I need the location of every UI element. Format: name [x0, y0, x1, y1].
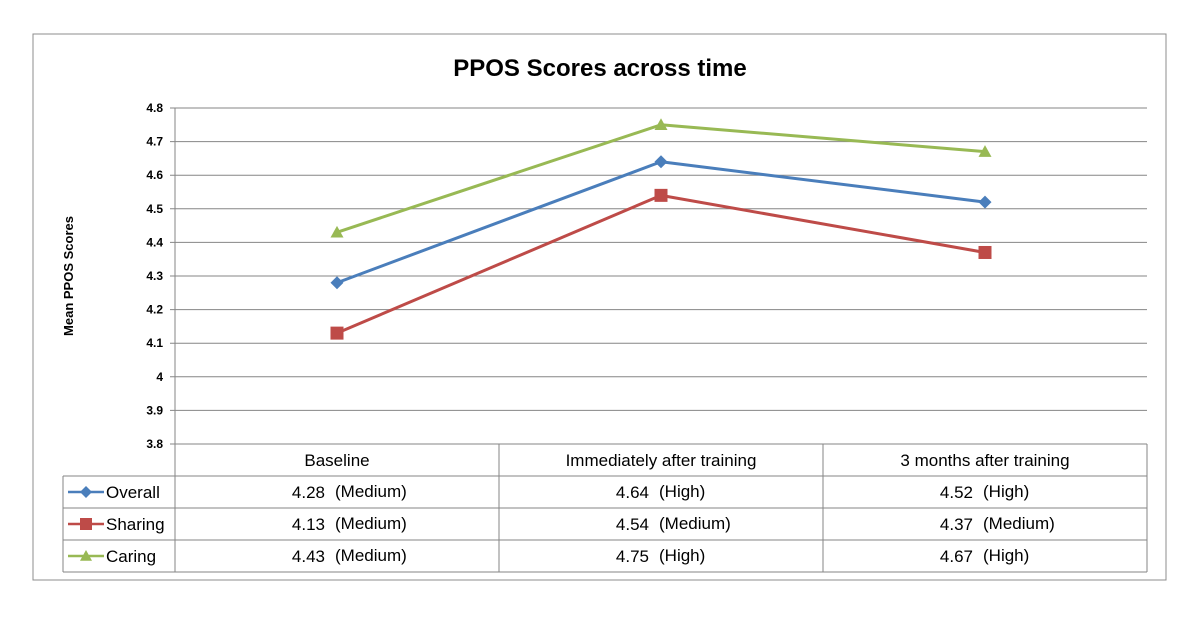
table-value: 4.54 [616, 515, 649, 534]
y-tick-label: 4 [156, 370, 163, 384]
data-point [330, 326, 344, 340]
legend-label: Sharing [106, 515, 165, 534]
table-level: (Medium) [335, 482, 407, 501]
data-table: Baseline Immediately after training 3 mont… [62, 443, 1148, 573]
table-value: 4.13 [292, 515, 325, 534]
data-point [978, 245, 992, 259]
y-tick-label: 4.7 [146, 135, 163, 149]
table-level: (Medium) [335, 546, 407, 565]
table-value: 4.28 [292, 483, 325, 502]
category-label: Baseline [304, 451, 369, 470]
table-value: 4.75 [616, 547, 649, 566]
y-tick-label: 3.9 [146, 403, 163, 417]
table-level: (High) [659, 546, 705, 565]
series-lines [330, 118, 992, 340]
category-label: 3 months after training [900, 451, 1069, 470]
y-tick-label: 4.4 [146, 235, 163, 249]
table-level: (Medium) [659, 514, 731, 533]
data-point [978, 145, 992, 157]
y-tick-label: 3.8 [146, 437, 163, 451]
y-tick-label: 4.6 [146, 168, 163, 182]
category-label: Immediately after training [566, 451, 757, 470]
table-level: (Medium) [335, 514, 407, 533]
legend-label: Overall [106, 483, 160, 502]
legend-marker [80, 518, 92, 530]
table-level: (Medium) [983, 514, 1055, 533]
y-tick-label: 4.8 [146, 101, 163, 115]
table-value: 4.43 [292, 547, 325, 566]
y-tick-label: 4.5 [146, 202, 163, 216]
y-tick-label: 4.1 [146, 336, 163, 350]
y-tick-label: 4.3 [146, 269, 163, 283]
data-point [654, 118, 668, 130]
y-tick-label: 4.2 [146, 303, 163, 317]
table-value: 4.52 [940, 483, 973, 502]
data-point [978, 195, 992, 209]
table-level: (High) [983, 482, 1029, 501]
y-axis-label: Mean PPOS Scores [61, 216, 76, 336]
chart-frame [32, 33, 1167, 581]
table-value: 4.64 [616, 483, 649, 502]
data-point [654, 188, 668, 202]
y-tick-labels: 3.8 3.9 4 4.1 4.2 4.3 4.4 4.5 4.6 4.7 4.8 [146, 101, 163, 451]
chart-title: PPOS Scores across time [453, 55, 746, 82]
table-value: 4.67 [940, 547, 973, 566]
legend-label: Caring [106, 547, 156, 566]
legend-marker [80, 550, 92, 561]
data-point [654, 155, 668, 169]
data-point [330, 225, 344, 238]
legend-marker [80, 486, 92, 498]
table-level: (High) [659, 482, 705, 501]
table-value: 4.37 [940, 515, 973, 534]
table-level: (High) [983, 546, 1029, 565]
data-point [330, 276, 344, 290]
